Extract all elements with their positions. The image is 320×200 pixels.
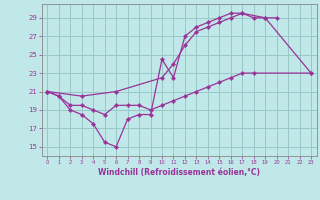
X-axis label: Windchill (Refroidissement éolien,°C): Windchill (Refroidissement éolien,°C) (98, 168, 260, 177)
